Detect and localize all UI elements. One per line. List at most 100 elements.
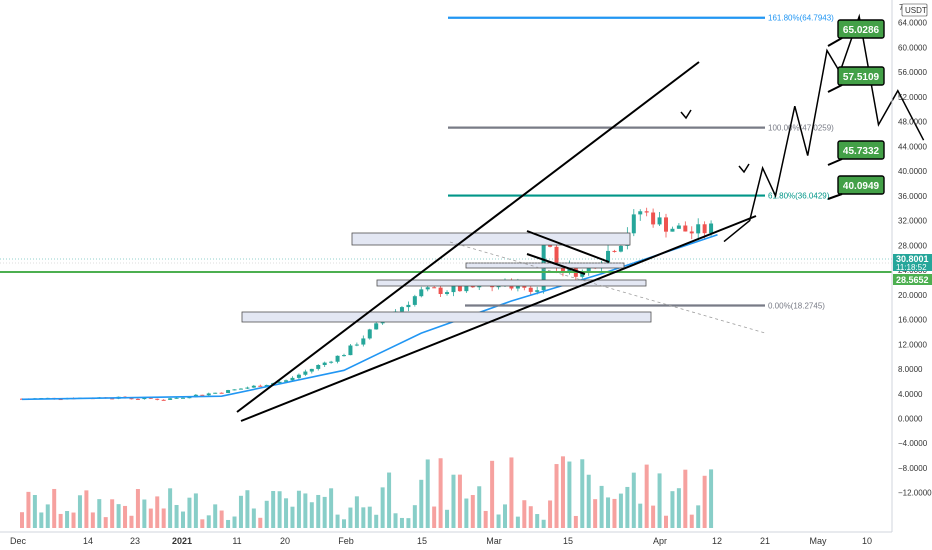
- candle-body: [412, 296, 417, 305]
- candle-body: [406, 304, 411, 308]
- lower-channel-line[interactable]: [240, 215, 757, 422]
- candle-body: [367, 329, 372, 339]
- volume-bar: [464, 498, 469, 528]
- volume-bar: [612, 498, 617, 528]
- volume-bar: [599, 485, 604, 528]
- ma-line: [21, 234, 718, 401]
- volume-bar: [387, 472, 392, 528]
- volume-bar: [342, 519, 346, 528]
- candle-body: [187, 397, 192, 399]
- projection-path[interactable]: [680, 13, 925, 243]
- candle-body: [670, 228, 675, 232]
- candle-body: [329, 361, 334, 363]
- volume-bar: [573, 515, 578, 528]
- candle-body: [316, 365, 321, 369]
- candle-body: [425, 287, 430, 290]
- volume-bar: [219, 510, 224, 528]
- pennant-upper-line[interactable]: [526, 230, 610, 263]
- current-price-value: 30.8001: [896, 254, 929, 264]
- candle-body: [342, 355, 346, 357]
- y-tick-label: 52.0000: [898, 93, 927, 102]
- volume-bar: [586, 474, 591, 528]
- zone-box[interactable]: [351, 232, 631, 246]
- y-tick-label: 20.0000: [898, 291, 927, 300]
- volume-bar: [213, 504, 218, 528]
- candle-body: [129, 398, 134, 400]
- volume-bars: [20, 456, 714, 528]
- volume-bar: [32, 494, 37, 528]
- candle-body: [303, 371, 308, 375]
- x-tick-label: Apr: [653, 536, 667, 546]
- candle-body: [606, 250, 611, 263]
- volume-bar: [161, 508, 166, 528]
- target-callouts[interactable]: 65.0286 57.5109 45.7332 40.0949: [827, 19, 885, 200]
- arrowhead: [738, 163, 750, 174]
- volume-bar: [702, 475, 707, 528]
- volume-bar: [71, 512, 76, 528]
- upper-channel-line[interactable]: [236, 61, 700, 413]
- volume-bar: [168, 488, 173, 528]
- y-tick-label: −12.0000: [898, 489, 932, 498]
- candle-body: [554, 246, 559, 266]
- target-callout-box[interactable]: [837, 140, 885, 160]
- zone-drawings[interactable]: [241, 232, 652, 323]
- volume-bar: [670, 491, 675, 528]
- pennant-lower-line[interactable]: [526, 253, 586, 275]
- target-callout-box[interactable]: [837, 66, 885, 86]
- target-callout-box[interactable]: [837, 175, 885, 195]
- volume-bar: [696, 505, 701, 528]
- fib-level-label: 61.80%(36.0429): [768, 192, 830, 201]
- top-cut-label: 7: [899, 3, 904, 12]
- candle-body: [419, 289, 424, 297]
- target-callout-box[interactable]: [837, 19, 885, 39]
- candle-body: [528, 287, 533, 292]
- volume-bar: [52, 488, 57, 528]
- volume-bar: [432, 506, 437, 528]
- x-tick-label: 20: [280, 536, 290, 546]
- currency-box[interactable]: [901, 3, 928, 17]
- time-axis[interactable]: Dec 14 23 2021 11 20 Feb 15 Mar 15 Apr 12 21 May 10: [0, 531, 892, 546]
- y-tick-label: 64.0000: [898, 19, 927, 28]
- volume-bar: [631, 472, 636, 528]
- volume-bar: [393, 513, 398, 528]
- zone-box[interactable]: [376, 279, 647, 287]
- volume-bar: [676, 488, 681, 528]
- target-callout-value: 45.7332: [843, 146, 880, 157]
- current-price-tag: 30.8001 11:18:52: [893, 254, 932, 272]
- zone-box[interactable]: [241, 311, 652, 323]
- price-axis[interactable]: 64.0000 60.0000 56.0000 52.0000 48.0000 44.00…: [891, 0, 932, 532]
- y-tick-label: −8.0000: [898, 464, 928, 473]
- volume-bar: [290, 506, 295, 528]
- volume-bar: [65, 511, 70, 528]
- candle-body: [290, 377, 295, 381]
- volume-bar: [496, 514, 501, 528]
- candle-body: [651, 212, 656, 225]
- candle-body: [348, 345, 353, 356]
- trend-lines[interactable]: [236, 61, 757, 422]
- callout-pointer: [827, 37, 843, 47]
- candle-body: [110, 398, 115, 400]
- volume-bar: [296, 490, 301, 528]
- candle-body: [689, 231, 694, 234]
- candle-body: [251, 385, 256, 388]
- volume-bar: [26, 491, 31, 528]
- volume-bar: [528, 506, 533, 528]
- candle-body: [586, 266, 591, 272]
- projection-polyline[interactable]: [723, 13, 925, 243]
- volume-bar: [470, 495, 475, 528]
- candle-body: [226, 390, 231, 393]
- volume-bar: [206, 515, 211, 528]
- volume-bar: [515, 516, 520, 528]
- moving-average: [21, 234, 718, 401]
- y-tick-label: 8.0000: [898, 365, 923, 374]
- x-tick-label: 11: [232, 536, 241, 546]
- y-tick-label: 44.0000: [898, 142, 927, 151]
- volume-bar: [193, 493, 198, 528]
- volume-bar: [123, 505, 128, 528]
- candle-body: [245, 387, 250, 389]
- volume-bar: [135, 489, 140, 528]
- candle-body: [709, 223, 714, 234]
- zone-box[interactable]: [465, 262, 625, 269]
- volume-bar: [522, 500, 527, 528]
